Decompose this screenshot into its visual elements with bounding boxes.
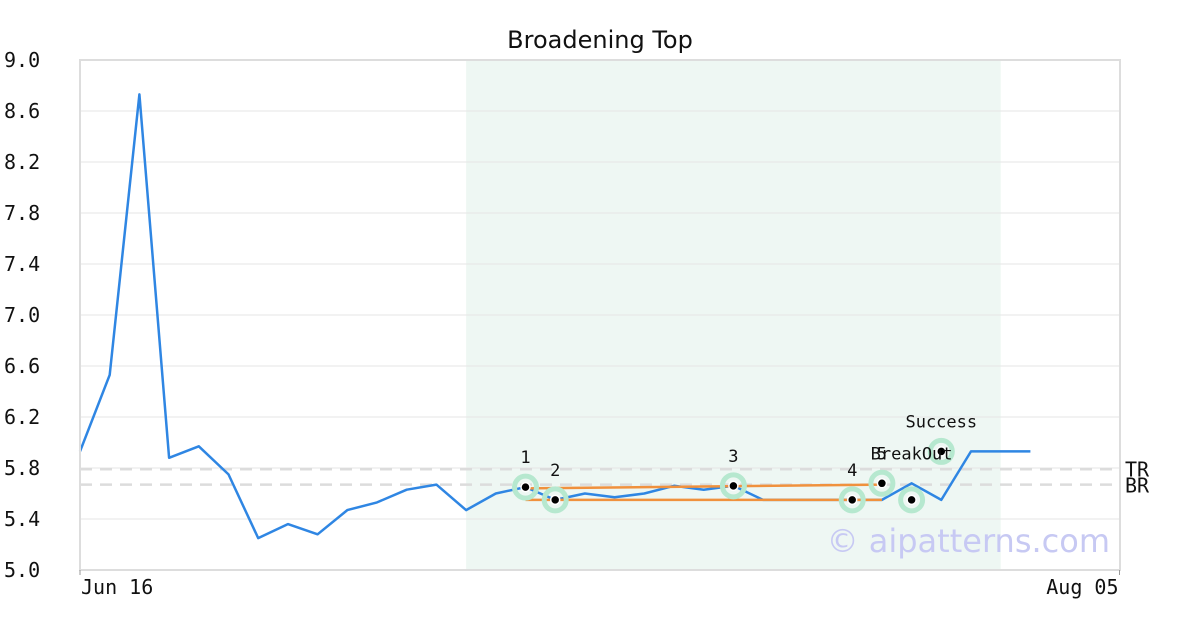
pivot-point xyxy=(520,481,531,493)
pivot-halo xyxy=(541,486,569,514)
y-tick-label: 5.8 xyxy=(4,456,40,480)
level-label-tr: TR xyxy=(1125,457,1150,481)
y-tick-label: 5.4 xyxy=(4,507,40,531)
pivot-point xyxy=(906,494,917,506)
pivot-point xyxy=(936,446,947,457)
x-axis: Jun 16 Aug 05 xyxy=(79,570,1120,599)
pivot-halo xyxy=(868,469,896,497)
pivot-point xyxy=(728,480,739,492)
pivot-point xyxy=(549,494,561,506)
watermark: © aipatterns.com xyxy=(827,522,1110,560)
pivot-halo xyxy=(838,486,866,514)
upper-trend-line xyxy=(525,483,882,490)
pivot-label: 5 xyxy=(877,444,887,464)
y-tick-label: 7.0 xyxy=(4,303,40,327)
annotations-layer: BreakOut Success xyxy=(871,412,977,464)
y-tick-label: 7.8 xyxy=(4,201,40,225)
pivot-point xyxy=(846,494,858,506)
annotation-breakout: BreakOut xyxy=(871,444,953,464)
y-tick-label: 5.0 xyxy=(4,558,40,582)
pivot-halo xyxy=(898,486,926,514)
pivot-point xyxy=(876,478,888,489)
y-tick-label: 7.4 xyxy=(4,252,40,276)
plot-frame xyxy=(79,59,1121,571)
y-tick-label: 8.2 xyxy=(4,150,40,174)
pivot-label: 4 xyxy=(847,461,857,481)
pivot-halo xyxy=(512,473,539,501)
y-tick-label: 6.2 xyxy=(4,405,40,429)
pivot-halo xyxy=(719,472,747,500)
trend-lines-layer xyxy=(525,483,882,502)
points-layer: 12 3 45 xyxy=(512,437,955,514)
y-axis: 5.0 5.4 5.8 6.2 6.6 7.0 7.4 7.8 8.2 8.6 9.0 xyxy=(4,48,40,582)
pivot-label: 2 xyxy=(550,461,560,481)
x-tick-label: Jun 16 xyxy=(81,575,153,599)
y-tick-label: 8.6 xyxy=(4,99,40,123)
pivot-label: 1 xyxy=(520,448,530,468)
pivot-label: 3 xyxy=(728,447,738,467)
annotation-success: Success xyxy=(905,412,977,432)
pivot-halo xyxy=(927,437,955,465)
y-tick-label: 9.0 xyxy=(4,48,40,72)
x-tick-label: Aug 05 xyxy=(1046,575,1118,599)
y-tick-label: 6.6 xyxy=(4,354,40,378)
chart-title: Broadening Top xyxy=(507,26,693,54)
level-label-br: BR xyxy=(1125,474,1150,498)
grid-layer xyxy=(80,110,1120,520)
